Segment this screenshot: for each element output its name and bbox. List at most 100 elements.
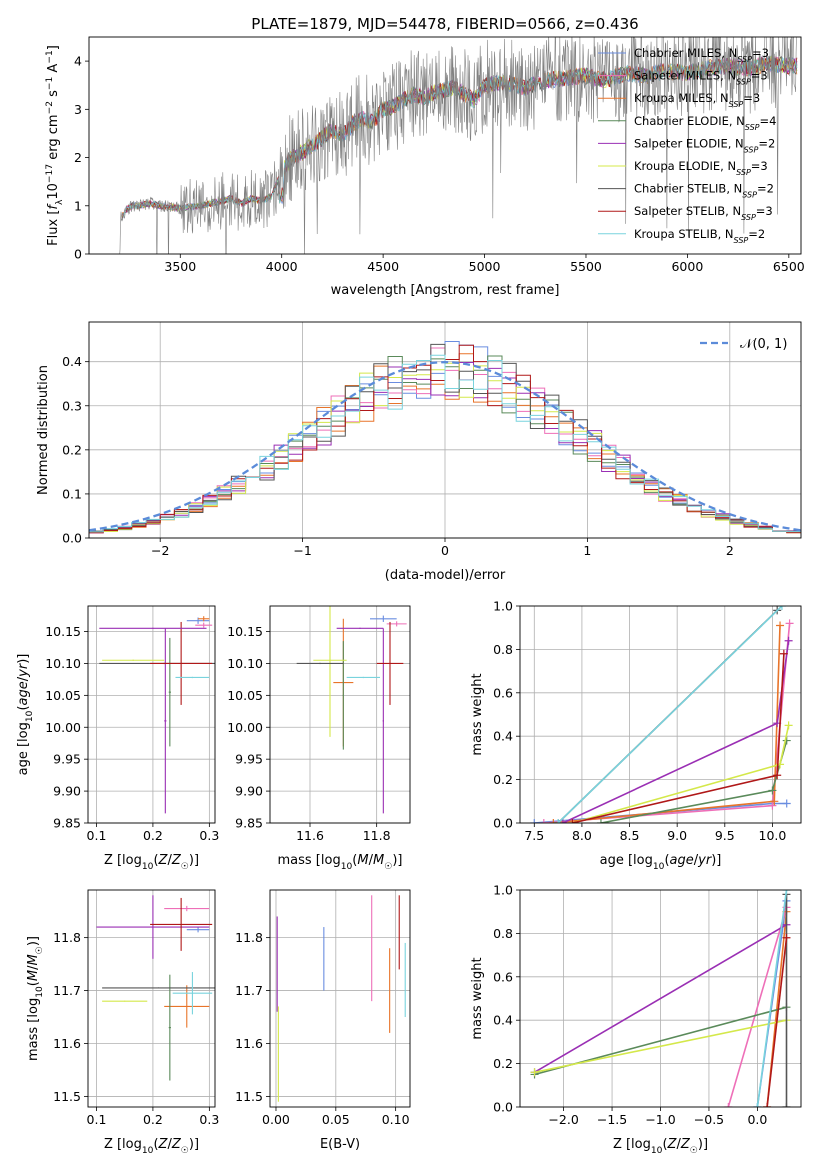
- label-part: /: [369, 853, 374, 868]
- tick-label-x: 0: [441, 543, 449, 558]
- label-part: ☉: [181, 1146, 189, 1156]
- tick-label-y: 0.1: [62, 486, 82, 501]
- weight-marker: [776, 621, 785, 630]
- legend-text: =3: [751, 69, 768, 83]
- legend-sub: SSP: [742, 190, 757, 199]
- label-part: M: [357, 853, 368, 868]
- tick-label-x: 4500: [367, 259, 399, 274]
- label-part: /: [26, 965, 41, 970]
- label-part: ☉: [384, 862, 392, 872]
- legend-text: =2: [758, 136, 775, 150]
- tick-label-x: 0.3: [199, 1112, 219, 1127]
- label-part: Z: [171, 1137, 182, 1152]
- y-axis-label: age [log10(age/yr)]: [16, 654, 35, 776]
- tick-label-y: 0.3: [62, 398, 82, 413]
- label-part: Z: [158, 853, 169, 868]
- weight-line: [572, 653, 785, 823]
- label-part: )]: [189, 853, 199, 868]
- tick-label-x: 8.5: [620, 828, 640, 843]
- legend-text: =4: [760, 114, 777, 128]
- legend-entry: Chabrier ELODIE, NSSP=4: [634, 114, 776, 132]
- legend-sub: SSP: [729, 100, 744, 109]
- tick-label-x: 0.2: [143, 828, 163, 843]
- tick-label-x: 0.10: [382, 1112, 410, 1127]
- axes-mass-vs-Z: 0.1 0.2 0.311.511.611.711.8Z [log10(Z/Z☉)]…: [26, 889, 219, 1156]
- tick-label-x: 6000: [671, 259, 703, 274]
- tick-label-y: 1.0: [493, 599, 513, 614]
- label-part: Z: [667, 1137, 678, 1152]
- tick-label-x: 0.3: [199, 828, 219, 843]
- label-part: E(B-V): [320, 1137, 360, 1152]
- plot-area-mass-vs-ebv: [276, 895, 406, 1102]
- label-part: f: [46, 203, 61, 210]
- legend-text: =2: [757, 182, 774, 196]
- label-part: age [log: [16, 722, 31, 775]
- legend-text: Kroupa ELODIE, N: [634, 159, 736, 173]
- weight-line: [557, 606, 783, 823]
- label-part: (: [153, 853, 158, 868]
- legend-text: =3: [751, 159, 768, 173]
- weight-marker: [782, 1103, 791, 1107]
- label-part: −2: [45, 101, 55, 114]
- tick-label-y: 9.90: [235, 784, 263, 799]
- tick-label-x: 11.6: [296, 828, 324, 843]
- legend-text: Kroupa MILES, N: [634, 91, 729, 105]
- label-part: yr: [16, 662, 31, 678]
- x-axis-label: (data-model)/error: [385, 568, 506, 583]
- label-part: 10: [142, 1146, 154, 1156]
- legend-text: =3: [752, 46, 769, 60]
- label-part: )]: [711, 853, 721, 868]
- tick-label-y: 10.05: [45, 688, 81, 703]
- plot-area-spectrum: [119, 37, 798, 254]
- label-part: age: [670, 853, 694, 868]
- label-part: 10: [651, 1146, 663, 1156]
- tick-label-y: 0.6: [493, 685, 513, 700]
- legend-text: =3: [743, 91, 760, 105]
- axes-frame-mass-weight-vs-age: [519, 605, 802, 824]
- tick-label-y: 0: [74, 247, 82, 262]
- tick-label-x: 0.00: [262, 1112, 290, 1127]
- label-part: ☉: [181, 862, 189, 872]
- legend-text: =2: [748, 227, 765, 241]
- tick-label-y: 10.00: [227, 720, 263, 735]
- plot-area-age-vs-Z: [99, 616, 215, 814]
- axes-residuals: −2 −1 0 1 2 0.0 0.1 0.2 0.3 0.4 (data-model)/error…: [36, 321, 802, 583]
- label-part: λ: [55, 199, 65, 205]
- label-part: (: [664, 853, 669, 868]
- tick-label-y: 0.2: [62, 442, 82, 457]
- legend-sub: SSP: [745, 122, 760, 131]
- y-axis-label: mass weight: [470, 957, 485, 1039]
- label-part: M: [26, 954, 41, 965]
- legend-sub: SSP: [737, 55, 752, 64]
- tick-label-y: 9.95: [53, 752, 81, 767]
- tick-label-x: 2: [726, 543, 734, 558]
- weight-line: [756, 890, 788, 1107]
- legend-text: Salpeter MILES, N: [634, 69, 736, 83]
- tick-label-x: 5000: [469, 259, 501, 274]
- axes-frame-age-vs-Z: [87, 605, 216, 824]
- weight-line: [562, 640, 790, 823]
- legend-entry: Kroupa ELODIE, NSSP=3: [634, 159, 768, 177]
- weight-marker: [784, 721, 793, 730]
- axes-frame-mass-vs-ebv: [269, 889, 411, 1108]
- weight-marker: [768, 786, 777, 795]
- legend-entry: Chabrier STELIB, NSSP=2: [634, 182, 774, 200]
- legend-sub: SSP: [736, 77, 751, 86]
- tick-label-y: 9.85: [53, 816, 81, 831]
- weight-marker: [782, 933, 791, 942]
- legend-sub: SSP: [741, 213, 756, 222]
- axes-frame-spectrum: [88, 36, 802, 255]
- weight-marker: [782, 890, 791, 894]
- weight-marker: [782, 736, 791, 745]
- label-part: yr: [697, 853, 713, 868]
- tick-label-y: 4: [74, 54, 82, 69]
- tick-label-y: 10.10: [45, 656, 81, 671]
- legend-text: Chabrier STELIB, N: [634, 182, 742, 196]
- weight-marker: [596, 819, 605, 823]
- tick-label-x: 9.0: [667, 828, 687, 843]
- label-part: M: [373, 853, 384, 868]
- label-part: mass [log: [26, 998, 41, 1061]
- label-part: (: [16, 705, 31, 710]
- tick-label-y: 1: [74, 198, 82, 213]
